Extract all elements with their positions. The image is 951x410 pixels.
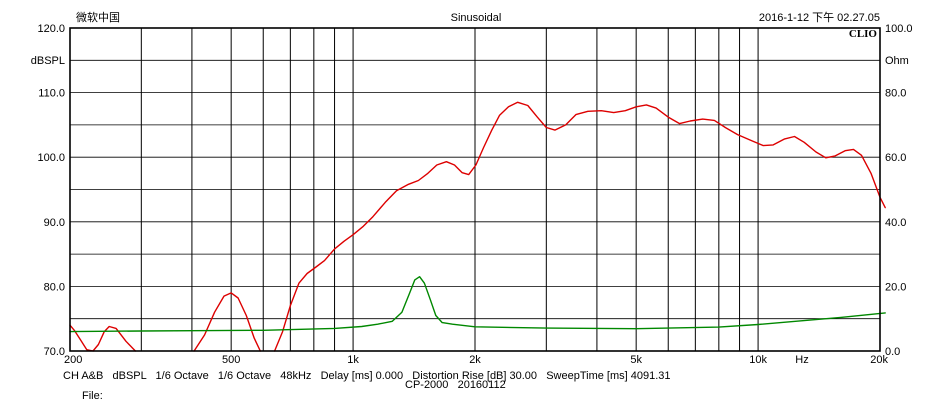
chart-title: Sinusoidal bbox=[451, 12, 502, 24]
left-tick-label: 80.0 bbox=[44, 281, 65, 293]
x-tick-label: 2k bbox=[469, 354, 481, 366]
plot-border bbox=[69, 27, 881, 352]
left-axis-unit: dBSPL bbox=[31, 55, 65, 67]
spl-curve bbox=[69, 324, 137, 352]
footer-file-label: File: bbox=[82, 390, 103, 402]
x-tick-label: 500 bbox=[222, 354, 240, 366]
right-axis-ticks: 100.0 80.0 60.0 40.0 20.0 0.0 bbox=[885, 23, 913, 358]
x-tick-label: 1k bbox=[347, 354, 359, 366]
header-timestamp: 2016-1-12 下午 02.27.05 bbox=[759, 11, 880, 24]
x-axis-ticks: 200 500 1k 2k 5k 10k 20k bbox=[64, 354, 888, 366]
right-tick-label: 80.0 bbox=[885, 88, 906, 100]
x-tick-label: 5k bbox=[630, 354, 642, 366]
x-tick-label: 10k bbox=[749, 354, 767, 366]
right-tick-label: 20.0 bbox=[885, 281, 906, 293]
right-tick-label: 100.0 bbox=[885, 23, 913, 35]
x-tick-label: 20k bbox=[870, 354, 888, 366]
left-axis-ticks: 120.0 110.0 100.0 90.0 80.0 70.0 bbox=[37, 23, 65, 358]
footer-settings: CH A&B dBSPL 1/6 Octave 1/6 Octave 48kHz… bbox=[63, 370, 671, 382]
plot-curves bbox=[69, 101, 886, 352]
right-tick-label: 60.0 bbox=[885, 152, 906, 164]
left-tick-label: 90.0 bbox=[44, 217, 65, 229]
clio-logo: CLIO bbox=[849, 28, 878, 40]
right-tick-label: 40.0 bbox=[885, 217, 906, 229]
spl-curve bbox=[273, 101, 886, 352]
spl-curve bbox=[193, 292, 261, 352]
right-axis-unit: Ohm bbox=[885, 55, 909, 67]
left-tick-label: 110.0 bbox=[38, 88, 65, 100]
header-left-text: 微软中国 bbox=[76, 10, 120, 24]
left-tick-label: 70.0 bbox=[44, 346, 65, 358]
footer-device: CP-2000 20160112 bbox=[405, 379, 506, 391]
grid-lines bbox=[69, 27, 881, 352]
right-tick-label: 0.0 bbox=[885, 346, 900, 358]
impedance-curve bbox=[69, 276, 886, 333]
left-tick-label: 100.0 bbox=[37, 152, 65, 164]
x-tick-label: 200 bbox=[64, 354, 82, 366]
x-axis-unit: Hz bbox=[795, 354, 808, 366]
left-tick-label: 120.0 bbox=[37, 23, 65, 35]
